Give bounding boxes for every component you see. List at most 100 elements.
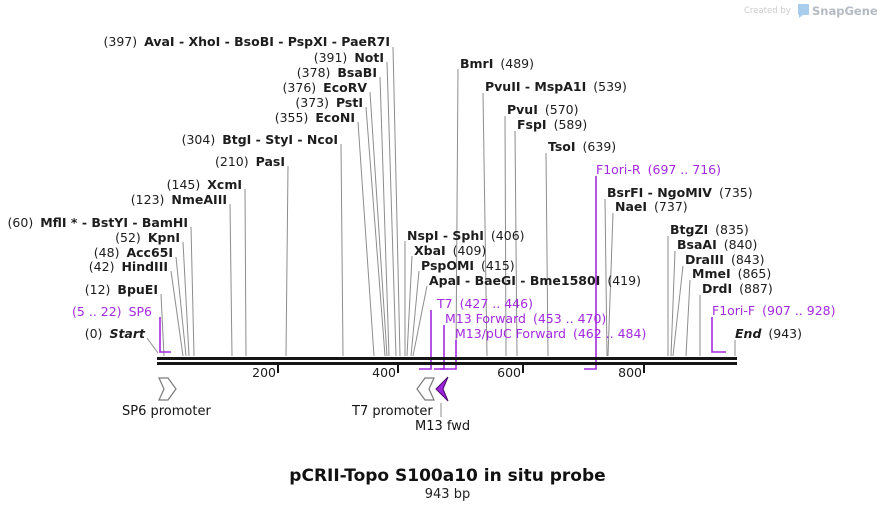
feature-label-m13-puc-forward[interactable]: M13/pUC Forward (462 .. 484): [455, 327, 646, 341]
feature-pos: (427 .. 446): [459, 296, 533, 311]
site-pos: (415): [481, 258, 515, 273]
ruler-tick-200: [277, 365, 279, 373]
feature-label-f1ori-r[interactable]: F1ori-R (697 .. 716): [596, 163, 721, 177]
feature-pos: (462 .. 484): [572, 326, 647, 341]
backbone-line-bottom: [157, 362, 737, 365]
plasmid-title: pCRII-Topo S100a10 in situ probe: [289, 466, 606, 486]
site-pos: (589): [553, 117, 588, 132]
site-label-397[interactable]: (397) AvaI - XhoI - BsoBI - PspXI - PaeR7…: [104, 35, 391, 49]
site-name: BtgZI: [670, 222, 709, 237]
site-pos: (639): [582, 139, 617, 154]
feature-name: SP6: [128, 304, 152, 319]
site-pos: (419): [607, 273, 641, 288]
site-name: BmrI: [460, 56, 494, 71]
site-name: PvuI: [507, 102, 538, 117]
site-pos: (391): [313, 50, 348, 65]
site-name: NspI - SphI: [407, 228, 484, 243]
site-label-589[interactable]: FspI (589): [517, 118, 587, 132]
site-name: DrdI: [702, 281, 733, 296]
leader-lines: [146, 46, 736, 417]
site-label-355[interactable]: (355) EcoNI: [275, 111, 355, 125]
site-label-373[interactable]: (373) PstI: [295, 96, 363, 110]
site-label-304[interactable]: (304) BtgI - StyI - NcoI: [182, 133, 338, 147]
feature-label-f1ori-f[interactable]: F1ori-F (907 .. 928): [712, 304, 835, 318]
ruler-label-800: 800: [618, 365, 642, 380]
site-label-60[interactable]: (60) MflI * - BstYI - BamHI: [8, 216, 188, 230]
site-label-12[interactable]: (12) BpuEI: [85, 283, 158, 297]
site-name: FspI: [517, 117, 547, 132]
watermark-created-by: Created by: [744, 6, 791, 16]
site-name: MmeI: [692, 266, 731, 281]
site-label-570[interactable]: PvuI (570): [507, 103, 578, 117]
site-name: BsaAI: [677, 237, 717, 252]
site-label-145[interactable]: (145) XcmI: [167, 178, 242, 192]
snapgene-flag-icon: [798, 4, 809, 18]
feature-label-sp6[interactable]: (5 .. 22) SP6: [72, 305, 152, 319]
site-name: BsaBI: [337, 65, 377, 80]
site-pos: (376): [282, 80, 317, 95]
site-label-419[interactable]: ApaI - BaeGI - Bme1580I (419): [429, 274, 641, 288]
site-label-737[interactable]: NaeI (737): [615, 200, 688, 214]
site-name: PvuII - MspA1I: [485, 79, 587, 94]
ruler-tick-600: [522, 365, 524, 373]
site-pos: (887): [739, 281, 773, 296]
site-label-489[interactable]: BmrI (489): [460, 57, 534, 71]
m13-fwd-primer-arrow[interactable]: [435, 376, 449, 402]
site-pos: (48): [93, 245, 120, 260]
site-label-639[interactable]: TsoI (639): [548, 140, 616, 154]
site-label-378[interactable]: (378) BsaBI: [297, 66, 377, 80]
site-pos: (373): [295, 95, 329, 110]
site-pos: (570): [544, 102, 579, 117]
sp6-promoter-arrow[interactable]: [158, 377, 177, 401]
site-pos: (397): [103, 34, 138, 49]
site-name: XcmI: [207, 177, 242, 192]
feature-name: F1ori-R: [596, 162, 641, 177]
site-label-865[interactable]: MmeI (865): [692, 267, 771, 281]
site-pos: (409): [452, 243, 487, 258]
site-pos: (539): [593, 79, 627, 94]
f1ori-f-range-bracket: [711, 317, 726, 353]
site-name: MflI * - BstYI - BamHI: [40, 215, 188, 230]
site-label-840[interactable]: BsaAI (840): [677, 238, 757, 252]
site-label-835[interactable]: BtgZI (835): [670, 223, 749, 237]
site-label-42[interactable]: (42) HindIII: [89, 260, 168, 274]
site-label-48[interactable]: (48) Acc65I: [94, 246, 173, 260]
site-name: KpnI: [147, 230, 180, 245]
t7-promoter-arrow[interactable]: [416, 377, 435, 401]
site-name: PspOMI: [421, 258, 475, 273]
feature-name: M13 Forward: [445, 311, 526, 326]
site-label-843[interactable]: DraIII (843): [685, 253, 765, 267]
feature-name: T7: [437, 296, 453, 311]
site-label-415[interactable]: PspOMI (415): [421, 259, 515, 273]
m13-fwd-caption: M13 fwd: [415, 419, 471, 434]
feature-name: M13/pUC Forward: [455, 326, 566, 341]
site-name: PasI: [255, 154, 285, 169]
site-pos: (835): [715, 222, 749, 237]
site-label-210[interactable]: (210) PasI: [215, 155, 285, 169]
site-pos: (943): [768, 326, 803, 341]
feature-pos: (453 .. 470): [532, 311, 607, 326]
site-label-123[interactable]: (123) NmeAIII: [131, 193, 227, 207]
site-name: BtgI - StyI - NcoI: [222, 132, 338, 147]
site-label-391[interactable]: (391) NotI: [314, 51, 384, 65]
start-label[interactable]: (0) Start: [85, 327, 145, 341]
site-label-376[interactable]: (376) EcoRV: [283, 81, 367, 95]
site-label-409[interactable]: XbaI (409): [414, 244, 486, 258]
site-label-406[interactable]: NspI - SphI (406): [407, 229, 525, 243]
m13-puc-forward-range-bracket: [440, 340, 457, 370]
site-pos: (406): [490, 228, 525, 243]
site-name: End: [735, 326, 762, 341]
site-label-52[interactable]: (52) KpnI: [115, 231, 180, 245]
site-pos: (378): [296, 65, 331, 80]
site-label-539[interactable]: PvuII - MspA1I (539): [485, 80, 627, 94]
ruler-label-400: 400: [372, 365, 396, 380]
end-label[interactable]: End (943): [735, 327, 802, 341]
feature-label-t7[interactable]: T7 (427 .. 446): [437, 297, 533, 311]
site-pos: (52): [115, 230, 141, 245]
site-name: BpuEI: [117, 282, 158, 297]
feature-label-m13-forward[interactable]: M13 Forward (453 .. 470): [445, 312, 606, 326]
site-label-887[interactable]: DrdI (887): [702, 282, 773, 296]
feature-name: F1ori-F: [712, 303, 756, 318]
site-label-735[interactable]: BsrFI - NgoMIV (735): [607, 186, 753, 200]
ruler-tick-800: [643, 365, 645, 373]
